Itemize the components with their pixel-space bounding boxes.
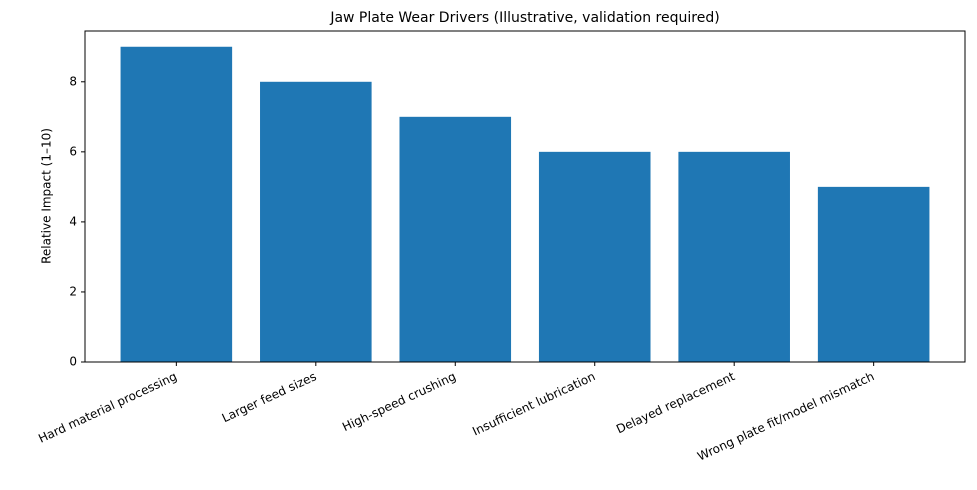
bar <box>538 151 651 362</box>
y-tick-label: 4 <box>69 214 77 228</box>
x-tick-label: Larger feed sizes <box>220 369 319 425</box>
bar <box>120 46 233 363</box>
plot-frame <box>84 30 966 363</box>
x-tick-label: Hard material processing <box>36 369 179 446</box>
chart-title: Jaw Plate Wear Drivers (Illustrative, va… <box>329 10 719 26</box>
bar <box>817 186 930 362</box>
bar <box>260 81 372 362</box>
x-tick-label: Insufficient lubrication <box>470 369 597 438</box>
y-tick-label: 2 <box>69 284 77 298</box>
bar <box>678 151 790 362</box>
x-tick-label: High-speed crushing <box>340 369 458 434</box>
y-tick-label: 6 <box>69 144 77 158</box>
y-axis-label: Relative Impact (1–10) <box>40 128 54 264</box>
x-tick-label: Delayed replacement <box>614 369 737 436</box>
bar <box>399 116 512 362</box>
y-tick-label: 8 <box>69 74 77 88</box>
y-tick-label: 0 <box>69 355 77 369</box>
